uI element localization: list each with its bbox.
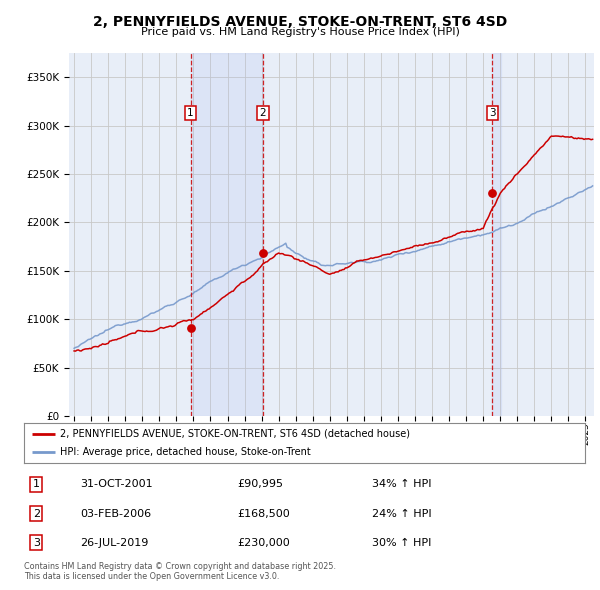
Text: 30% ↑ HPI: 30% ↑ HPI [372,538,431,548]
Text: 34% ↑ HPI: 34% ↑ HPI [372,480,431,489]
Text: 2, PENNYFIELDS AVENUE, STOKE-ON-TRENT, ST6 4SD (detached house): 2, PENNYFIELDS AVENUE, STOKE-ON-TRENT, S… [61,429,410,439]
Text: £168,500: £168,500 [237,509,290,519]
Text: £90,995: £90,995 [237,480,283,489]
Text: 2: 2 [33,509,40,519]
Bar [493,53,501,416]
Text: HPI: Average price, detached house, Stoke-on-Trent: HPI: Average price, detached house, Stok… [61,447,311,457]
Point [186,323,196,333]
Point [258,248,268,258]
Text: 26-JUL-2019: 26-JUL-2019 [80,538,148,548]
Text: 3: 3 [489,108,496,118]
Text: 2: 2 [260,108,266,118]
Bar [191,53,263,416]
Text: 2, PENNYFIELDS AVENUE, STOKE-ON-TRENT, ST6 4SD: 2, PENNYFIELDS AVENUE, STOKE-ON-TRENT, S… [93,15,507,29]
Text: 1: 1 [187,108,194,118]
Text: 31-OCT-2001: 31-OCT-2001 [80,480,153,489]
Text: £230,000: £230,000 [237,538,290,548]
Text: 24% ↑ HPI: 24% ↑ HPI [372,509,431,519]
Text: 3: 3 [33,538,40,548]
Point [488,189,497,198]
Text: Price paid vs. HM Land Registry's House Price Index (HPI): Price paid vs. HM Land Registry's House … [140,27,460,37]
Text: 03-FEB-2006: 03-FEB-2006 [80,509,151,519]
Text: Contains HM Land Registry data © Crown copyright and database right 2025.
This d: Contains HM Land Registry data © Crown c… [24,562,336,581]
Text: 1: 1 [33,480,40,489]
